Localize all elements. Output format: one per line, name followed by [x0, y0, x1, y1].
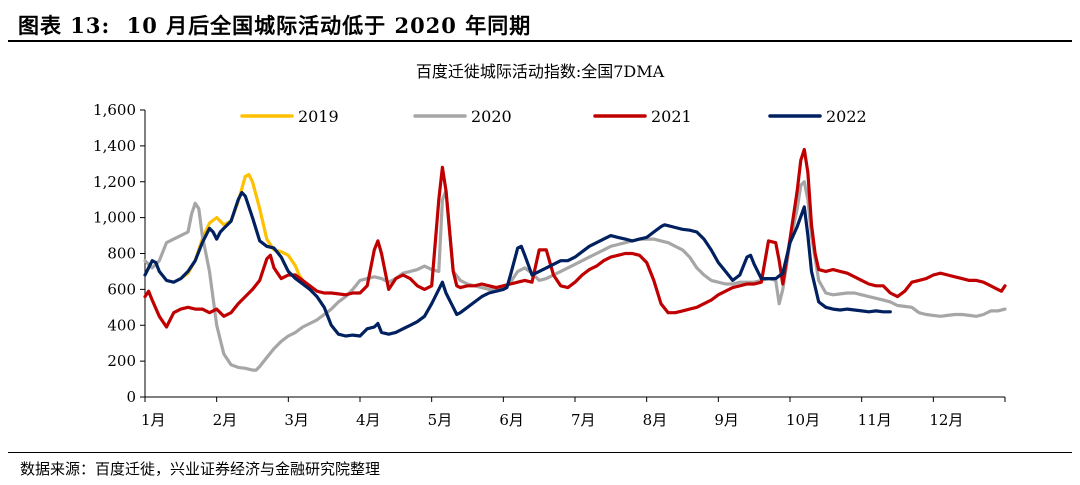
legend-label: 2019 [298, 107, 339, 126]
figure-title: 10 月后全国城际活动低于 2020 年同期 [126, 13, 532, 38]
x-tick-label: 1月 [141, 411, 166, 429]
x-tick-label: 11月 [858, 411, 892, 429]
legend-item-2021: 2021 [593, 107, 692, 126]
x-tick-label: 7月 [571, 411, 596, 429]
figure-header: 图表 13: 10 月后全国城际活动低于 2020 年同期 [18, 10, 539, 40]
y-tick-label: 1,000 [93, 209, 136, 227]
series-line-2022 [143, 190, 892, 338]
series-line-2021 [143, 147, 1007, 329]
footer-divider [8, 452, 1072, 453]
y-tick-label: 400 [107, 316, 136, 334]
legend-item-2022: 2022 [768, 107, 867, 126]
y-tick-label: 200 [107, 352, 136, 370]
x-tick-label: 4月 [356, 411, 381, 429]
x-tick-label: 5月 [428, 411, 453, 429]
legend-item-2020: 2020 [413, 107, 512, 126]
x-tick-label: 3月 [284, 411, 309, 429]
y-tick-label: 800 [107, 245, 136, 263]
x-tick-label: 10月 [786, 411, 820, 429]
legend-label: 2022 [826, 107, 867, 126]
figure-label: 图表 13: [18, 13, 111, 38]
legend-item-2019: 2019 [240, 107, 339, 126]
x-tick-label: 12月 [929, 411, 963, 429]
x-tick-label: 9月 [714, 411, 739, 429]
y-tick-label: 1,200 [93, 173, 136, 191]
source-note: 数据来源：百度迁徙，兴业证券经济与金融研究院整理 [20, 460, 381, 478]
x-tick-label: 6月 [499, 411, 524, 429]
chart-axes: 0 200 400 600 800 1,000 1,200 1,400 1,600 1月 2月 3月 4… [93, 101, 1006, 429]
y-tick-label: 1,600 [93, 101, 136, 119]
chart-series [143, 147, 1007, 372]
header-divider [8, 40, 1072, 42]
chart-title: 百度迁徙城际活动指数:全国7DMA [415, 62, 665, 81]
x-tick-label: 2月 [213, 411, 238, 429]
y-tick-label: 1,400 [93, 137, 136, 155]
series-line-2020 [143, 180, 1007, 372]
chart-legend: 2019 2020 2021 2022 [240, 107, 867, 126]
y-tick-label: 600 [107, 280, 136, 298]
x-tick-label: 8月 [643, 411, 668, 429]
legend-label: 2021 [651, 107, 692, 126]
y-tick-label: 0 [126, 388, 136, 406]
legend-label: 2020 [471, 107, 512, 126]
